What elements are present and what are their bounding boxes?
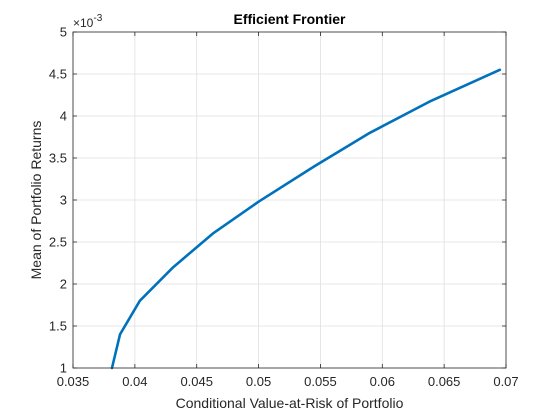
y-exponent-power: -3 (93, 13, 102, 24)
y-tick-label: 3.5 (49, 151, 67, 166)
x-tick-label: 0.055 (304, 374, 337, 389)
series-layer (110, 68, 502, 370)
x-tick-label: 0.07 (493, 374, 518, 389)
x-tick-label: 0.065 (428, 374, 461, 389)
y-tick-label: 2 (60, 277, 67, 292)
y-tick-label: 4 (60, 109, 67, 124)
y-axis-ticks: 1 1.5 2 2.5 3 3.5 4 4.5 5 (49, 25, 506, 376)
y-axis-title: Mean of Portfolio Returns (28, 121, 44, 280)
y-tick-label: 2.5 (49, 235, 67, 250)
y-tick-label: 1 (60, 361, 67, 376)
y-tick-label: 4.5 (49, 67, 67, 82)
y-tick-label: 5 (60, 25, 67, 40)
y-tick-label: 3 (60, 193, 67, 208)
x-axis-title: Conditional Value-at-Risk of Portfolio (176, 395, 404, 411)
y-exponent-base: ×10 (73, 16, 94, 30)
y-axis-exponent: ×10-3 (73, 13, 103, 30)
x-tick-label: 0.035 (57, 374, 90, 389)
x-tick-label: 0.06 (370, 374, 395, 389)
frontier-series-line (110, 68, 502, 370)
chart-title: Efficient Frontier (233, 11, 346, 27)
x-tick-label: 0.045 (180, 374, 213, 389)
x-tick-label: 0.05 (246, 374, 271, 389)
x-axis-ticks: 0.035 0.04 0.045 0.05 0.055 0.06 0.065 0.07 (57, 32, 519, 389)
y-tick-label: 1.5 (49, 319, 67, 334)
x-tick-label: 0.04 (122, 374, 147, 389)
